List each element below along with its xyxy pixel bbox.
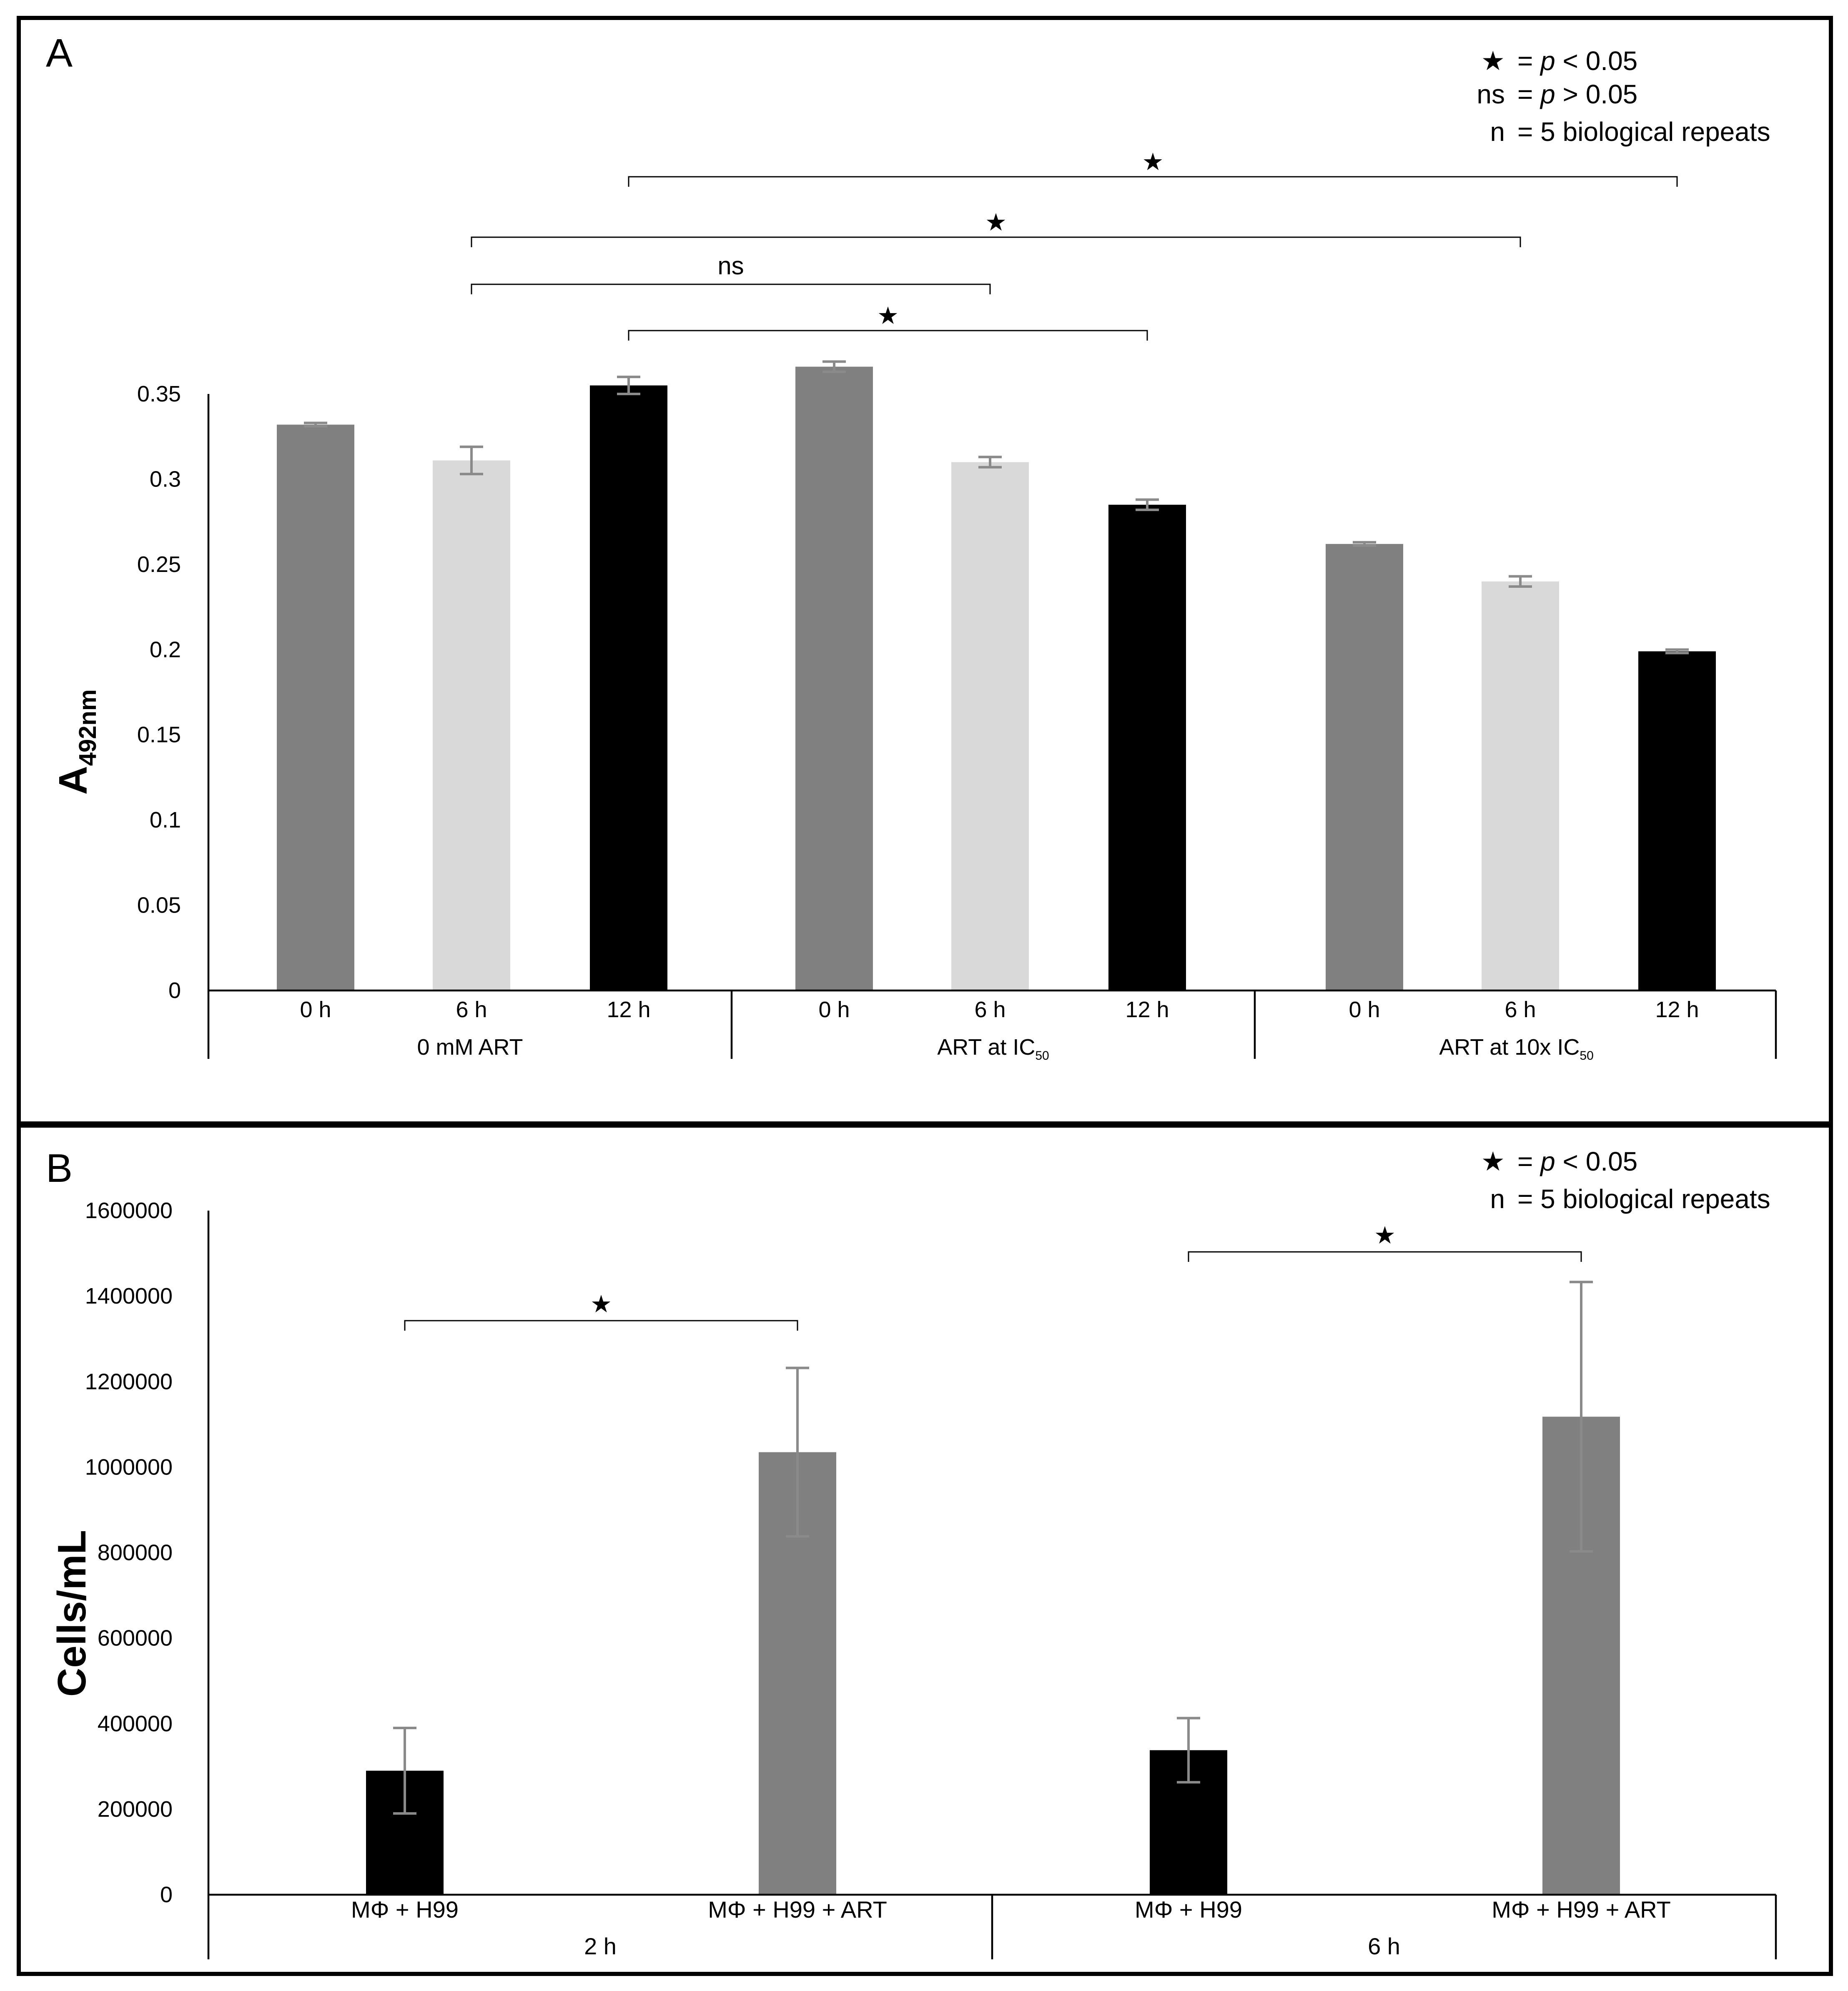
x-category-label: 0 h xyxy=(1349,997,1380,1022)
x-category-label: 0 h xyxy=(818,997,850,1022)
y-tick-label: 200000 xyxy=(98,1797,173,1822)
y-tick-label: 0.1 xyxy=(150,807,181,833)
y-tick-label: 400000 xyxy=(98,1711,173,1736)
significance-bracket xyxy=(628,330,1148,341)
legend-symbol: n xyxy=(1490,1184,1505,1214)
significance-label: ★ xyxy=(1374,1222,1396,1249)
panel-b-axes: 0 200000 400000 600000 800000 1000000 1200000 1… xyxy=(85,1198,1777,1959)
legend-text: = 5 biological repeats xyxy=(1517,117,1770,147)
significance-label: ★ xyxy=(590,1291,612,1318)
panel-a-chart: A 0 0.05 0.1 0.15 0.2 0.25 0.3 0.35 0 h 6 h 12 h 0 … xyxy=(46,31,1777,1063)
group-label: ART at 10x IC50 xyxy=(1439,1035,1594,1063)
x-category-label: 6 h xyxy=(1504,997,1536,1022)
significance-bracket xyxy=(404,1320,798,1331)
legend-symbol: n xyxy=(1490,117,1505,147)
panel-b-legend: ★ = p < 0.05 n = 5 biological repeats xyxy=(1481,1146,1770,1214)
significance-label: ★ xyxy=(1142,148,1164,176)
legend-text: = 5 biological repeats xyxy=(1517,1184,1770,1214)
group-label: 0 mM ART xyxy=(417,1035,523,1060)
legend-symbol: ★ xyxy=(1481,1146,1505,1176)
panel-b-significance: ★★ xyxy=(404,1222,1582,1331)
bar xyxy=(433,460,510,990)
y-tick-label: 1600000 xyxy=(85,1198,173,1223)
legend-symbol: ns xyxy=(1477,79,1505,109)
significance-bracket xyxy=(471,283,991,294)
x-category-label: MΦ + H99 xyxy=(1135,1896,1242,1923)
y-tick-label: 0.25 xyxy=(137,552,181,577)
bar xyxy=(1638,651,1716,990)
panel-b-error-bars xyxy=(393,1281,1593,1815)
panel-b-chart: B 0 200000 400000 600000 800000 1000000 120000… xyxy=(46,1146,1777,1959)
panel-a-legend: ★ = p < 0.05 ns = p > 0.05 n = 5 biological r… xyxy=(1477,46,1770,147)
panel-a-significance: ★ ★ ns ★ xyxy=(471,148,1678,341)
x-category-label: 0 h xyxy=(300,997,331,1022)
panel-a-label: A xyxy=(46,31,73,75)
bar xyxy=(1108,504,1186,990)
y-tick-label: 0.15 xyxy=(137,722,181,747)
panel-b-y-axis-label: Cells/mL xyxy=(50,1530,94,1697)
y-tick-label: 800000 xyxy=(98,1540,173,1565)
bar xyxy=(1326,544,1403,990)
x-category-label: MΦ + H99 xyxy=(351,1896,459,1923)
legend-symbol: ★ xyxy=(1481,46,1505,76)
y-tick-label: 0.2 xyxy=(150,637,181,662)
y-tick-label: 0.3 xyxy=(150,466,181,491)
y-tick-label: 0.35 xyxy=(137,381,181,406)
panel-b-label: B xyxy=(46,1146,73,1191)
x-category-label: 12 h xyxy=(1125,997,1169,1022)
bar xyxy=(951,462,1029,990)
y-tick-label: 600000 xyxy=(98,1626,173,1651)
x-category-label: MΦ + H99 + ART xyxy=(1492,1896,1671,1923)
significance-label: ★ xyxy=(877,302,899,329)
y-tick-label: 0 xyxy=(160,1882,173,1907)
panel-b-bars xyxy=(366,1417,1620,1895)
significance-bracket xyxy=(628,176,1678,187)
panel-a-y-axis-label: A492nm xyxy=(51,689,101,795)
significance-bracket xyxy=(471,236,1521,247)
bar xyxy=(590,385,667,990)
panel-a-error-bars xyxy=(304,360,1689,654)
panel-a-axes: 0 0.05 0.1 0.15 0.2 0.25 0.3 0.35 0 h 6 h 12 h 0 h 6… xyxy=(137,381,1777,1063)
x-category-label: 12 h xyxy=(1655,997,1699,1022)
y-tick-label: 0.05 xyxy=(137,893,181,918)
legend-text: = p < 0.05 xyxy=(1517,46,1637,76)
bar xyxy=(795,366,873,990)
x-category-label: MΦ + H99 + ART xyxy=(708,1896,887,1923)
legend-text: = p < 0.05 xyxy=(1517,1146,1637,1176)
group-label: ART at IC50 xyxy=(937,1035,1049,1063)
bar xyxy=(1482,581,1559,990)
panel-b-border xyxy=(17,1123,1833,1976)
significance-label: ★ xyxy=(985,209,1007,236)
group-label: 2 h xyxy=(584,1933,617,1959)
y-tick-label: 0 xyxy=(168,978,181,1003)
y-tick-label: 1000000 xyxy=(85,1454,173,1479)
significance-bracket xyxy=(1188,1251,1582,1262)
x-category-label: 12 h xyxy=(607,997,650,1022)
panel-a-bars xyxy=(277,366,1716,991)
x-category-label: 6 h xyxy=(974,997,1005,1022)
y-tick-label: 1400000 xyxy=(85,1284,173,1309)
legend-text: = p > 0.05 xyxy=(1517,79,1637,109)
x-category-label: 6 h xyxy=(456,997,487,1022)
significance-label: ns xyxy=(717,252,744,280)
y-tick-label: 1200000 xyxy=(85,1369,173,1394)
bar xyxy=(277,424,354,991)
group-label: 6 h xyxy=(1368,1933,1400,1959)
